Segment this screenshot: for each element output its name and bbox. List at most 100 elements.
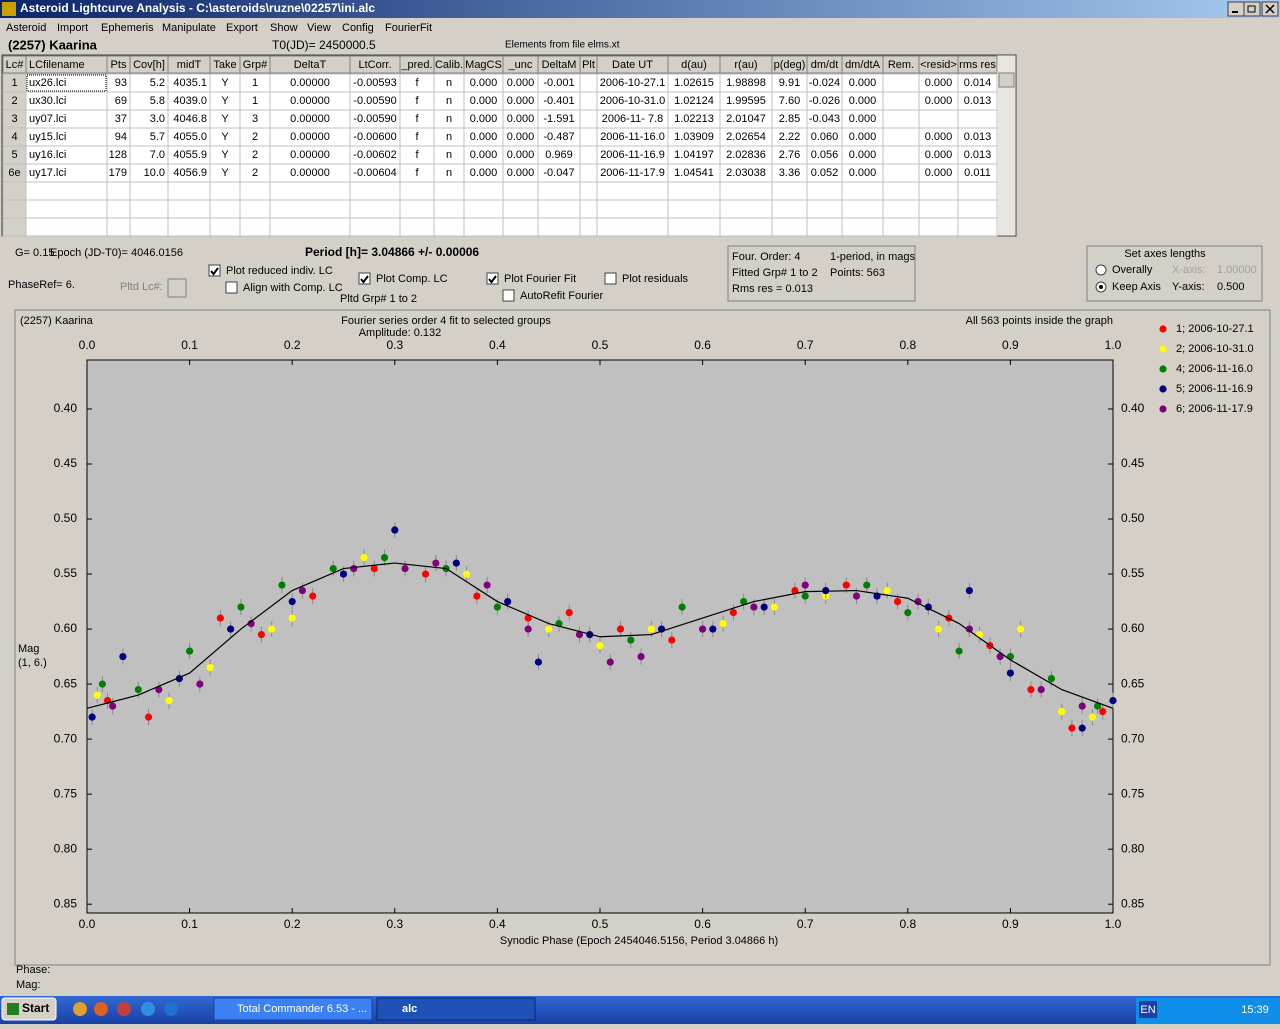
cell-text: f <box>415 77 419 89</box>
data-point <box>565 608 573 617</box>
column-header-label: Cov[h] <box>133 59 165 71</box>
data-point <box>268 625 276 633</box>
row-header[interactable] <box>2 181 27 201</box>
cell-text: 0.060 <box>811 131 839 143</box>
fourier-line: Four. Order: 4 <box>732 251 800 263</box>
cell-text: 0.000 <box>507 131 535 143</box>
menu-item[interactable]: Show <box>270 22 298 34</box>
cell-text: -0.047 <box>543 167 574 179</box>
cell-text: -0.00593 <box>353 77 396 89</box>
cell-text: 0.000 <box>507 95 535 107</box>
lc-table: Lc# LCfilename Pts Cov[h] midT Take Grp# DeltaT… <box>1 54 1017 237</box>
row-header[interactable] <box>2 217 27 237</box>
x-axis-title: Synodic Phase (Epoch 2454046.5156, Perio… <box>500 935 778 947</box>
data-point <box>329 564 337 573</box>
data-point <box>545 625 553 633</box>
cell-text: 2.85 <box>779 113 800 125</box>
lang-box[interactable] <box>1139 1001 1157 1018</box>
cell-text: -0.00590 <box>353 95 396 107</box>
column-header-label: LCfilename <box>29 59 85 71</box>
cell-text: 2.02836 <box>726 149 766 161</box>
checkbox[interactable] <box>486 272 499 285</box>
cell <box>129 181 169 201</box>
selected-cell <box>26 74 107 92</box>
quick-launch[interactable] <box>141 1002 155 1016</box>
clock: 15:39 <box>1241 1004 1269 1016</box>
cell-text: ux26.lci <box>29 77 66 89</box>
menu-item[interactable]: Export <box>226 22 258 34</box>
checkbox[interactable] <box>502 289 515 302</box>
menu-item[interactable]: View <box>307 22 331 34</box>
data-point <box>432 559 440 567</box>
cell-text: -0.024 <box>809 77 840 89</box>
data-point <box>1078 702 1086 710</box>
data-point <box>750 603 758 611</box>
cell-text: 0.000 <box>507 77 535 89</box>
cell <box>269 217 351 237</box>
cell-text: 2 <box>252 149 258 161</box>
cell <box>579 217 598 237</box>
radio[interactable] <box>1095 264 1107 276</box>
task-label: Total Commander 6.53 - ... <box>237 1003 367 1015</box>
data-point <box>1047 674 1056 683</box>
x-tick-label: 0.5 <box>592 917 609 931</box>
cell <box>537 199 581 219</box>
data-point <box>144 713 153 721</box>
data-point <box>1088 713 1097 721</box>
checkbox[interactable] <box>225 281 238 294</box>
column-header-label: Calib. <box>435 59 463 71</box>
task-button[interactable] <box>376 997 536 1021</box>
legend-marker <box>1159 385 1167 393</box>
menu-item[interactable]: Ephemeris <box>101 22 154 34</box>
check-mark <box>488 275 497 284</box>
spinner[interactable] <box>167 278 187 298</box>
cell <box>882 109 920 129</box>
column-header[interactable] <box>957 55 998 74</box>
legend-marker <box>1159 365 1167 373</box>
cell <box>269 199 351 219</box>
y-tick-label: 0.70 <box>54 731 78 745</box>
fourier-box <box>727 245 916 302</box>
radios: Overally Keep Axis <box>1095 264 1161 293</box>
restore[interactable] <box>1243 1 1261 17</box>
minimize[interactable] <box>1227 1 1245 17</box>
data-point <box>452 559 460 567</box>
menu-item[interactable]: Config <box>342 22 374 34</box>
cell <box>918 181 959 201</box>
cell-text: 0.000 <box>849 77 877 89</box>
quick-launch[interactable] <box>164 1002 178 1016</box>
data-point <box>463 570 471 578</box>
data-point <box>976 630 984 639</box>
checkbox[interactable] <box>358 272 371 285</box>
row-header[interactable] <box>2 199 27 219</box>
cell-text: 0.000 <box>507 167 535 179</box>
quick-launch[interactable] <box>94 1002 108 1016</box>
cell <box>957 181 998 201</box>
menu-item[interactable]: Manipulate <box>162 22 216 34</box>
data-point <box>893 597 902 606</box>
x-tick-label: 0.3 <box>386 917 403 931</box>
column-header-label: p(deg) <box>774 59 806 71</box>
quick-launch[interactable] <box>73 1002 87 1016</box>
cell-text: 0.011 <box>964 167 991 179</box>
column-header-label: _unc <box>508 59 533 71</box>
data-point <box>791 586 799 595</box>
menu-item[interactable]: Asteroid <box>6 22 46 34</box>
menu-item[interactable]: Import <box>57 22 88 34</box>
cell-text: Y <box>221 131 229 143</box>
column-header-label: r(au) <box>734 59 757 71</box>
scroll-thumb[interactable] <box>998 72 1015 88</box>
cell <box>579 91 598 111</box>
menu-item[interactable]: FourierFit <box>385 22 432 34</box>
cell-text: 0.000 <box>849 113 877 125</box>
task-button[interactable] <box>213 997 373 1021</box>
pltd-grp: Pltd Grp# 1 to 2 <box>340 293 417 305</box>
checkbox[interactable] <box>208 264 221 277</box>
checkbox[interactable] <box>604 272 617 285</box>
quick-launch[interactable] <box>117 1002 131 1016</box>
window-buttons[interactable] <box>1227 1 1279 17</box>
data-point <box>288 614 296 622</box>
data-point <box>339 570 348 578</box>
cell <box>502 217 539 237</box>
cell <box>596 199 669 219</box>
